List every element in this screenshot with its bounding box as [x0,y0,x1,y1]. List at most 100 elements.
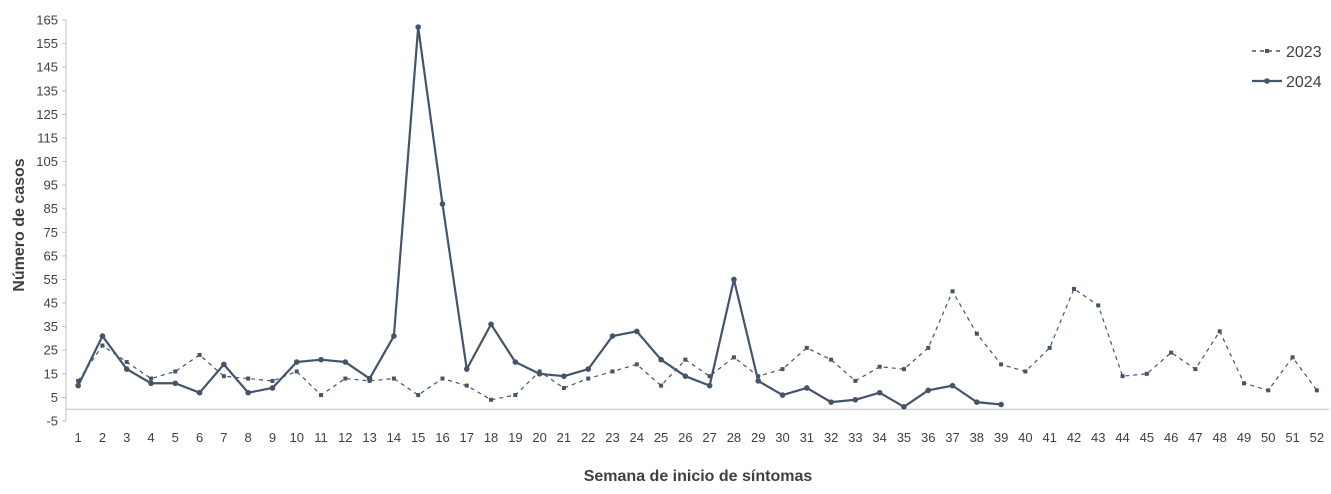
y-tick-label: 85 [44,201,58,216]
data-point-2024 [245,389,251,396]
data-point-2023 [197,352,202,357]
x-tick-label: 14 [387,430,401,445]
data-point-2023 [683,357,688,362]
data-point-2023 [610,369,615,374]
x-tick-label: 4 [147,430,154,445]
data-point-2024 [366,375,373,382]
x-tick-label: 6 [196,430,203,445]
x-tick-label: 41 [1042,430,1056,445]
x-tick-label: 25 [654,430,668,445]
x-tick-label: 5 [172,430,179,445]
x-tick-label: 43 [1091,430,1105,445]
x-tick-label: 11 [314,430,328,445]
data-point-2024 [439,201,446,207]
data-point-2023 [1266,388,1271,393]
data-point-2023 [173,369,178,374]
data-point-2024 [731,276,737,283]
x-tick-label: 13 [362,430,376,445]
x-tick-label: 49 [1237,430,1251,445]
x-tick-label: 12 [338,430,352,445]
y-tick-label: 125 [36,107,58,122]
data-point-2023 [1314,388,1319,393]
data-point-2023 [950,289,955,294]
x-tick-label: 17 [460,430,474,445]
y-tick-label: 105 [36,154,58,169]
data-point-2024 [318,356,324,363]
data-point-2023 [829,357,834,362]
data-point-2023 [100,343,105,348]
data-point-2024 [876,389,883,396]
data-point-2024 [536,371,543,377]
data-point-2024 [172,380,179,387]
data-point-2024 [75,382,81,389]
x-tick-label: 1 [75,430,82,445]
data-point-2023 [926,345,931,350]
data-point-2024 [488,321,494,328]
data-point-2023 [1047,345,1052,350]
data-point-2023 [1144,371,1149,376]
x-tick-label: 23 [605,430,619,445]
x-tick-label: 45 [1140,430,1154,445]
x-tick-label: 44 [1115,430,1129,445]
x-tick-label: 42 [1067,430,1081,445]
y-tick-label: 45 [44,296,58,311]
data-point-2024 [828,399,834,405]
data-point-2024 [463,366,470,372]
x-tick-label: 51 [1285,430,1299,445]
x-tick-label: 2 [99,430,106,445]
x-tick-label: 50 [1261,430,1275,445]
data-point-2023 [416,393,421,398]
data-point-2024 [148,380,154,387]
data-point-2023 [221,374,226,379]
x-tick-label: 35 [897,430,911,445]
data-point-2023 [1217,329,1222,334]
data-point-2024 [949,382,956,389]
x-tick-label: 32 [824,430,838,445]
data-point-2023 [853,378,858,383]
data-point-2023 [1241,381,1246,386]
x-tick-label: 26 [678,430,692,445]
data-point-2024 [342,359,349,365]
data-point-2024 [901,404,907,410]
x-tick-label: 7 [220,430,227,445]
data-point-2024 [803,385,810,391]
data-point-2023 [464,383,469,388]
data-point-2024 [682,373,689,379]
data-point-2023 [707,374,712,379]
y-tick-label: 65 [44,248,58,263]
y-tick-label: 55 [44,272,58,287]
data-point-2023 [561,385,566,390]
data-point-2023 [901,367,906,372]
data-point-2024 [196,389,203,396]
x-tick-label: 37 [945,430,959,445]
x-tick-label: 20 [532,430,546,445]
x-tick-label: 9 [269,430,276,445]
data-point-2023 [1169,350,1174,355]
y-tick-label: 155 [36,36,58,51]
data-point-2023 [780,367,785,372]
series-line-2023 [77,288,1318,401]
x-tick-label: 39 [994,430,1008,445]
x-tick-label: 40 [1018,430,1032,445]
x-tick-label: 52 [1310,430,1324,445]
data-point-2024 [561,373,567,379]
data-point-2024 [706,382,713,389]
data-point-2024 [925,387,932,394]
data-point-2023 [76,378,81,383]
x-tick-label: 16 [435,430,449,445]
x-tick-label: 22 [581,430,595,445]
data-point-2023 [1120,374,1125,379]
series-line-2024 [77,25,1002,408]
x-tick-label: 21 [557,430,571,445]
x-tick-label: 18 [484,430,498,445]
x-tick-label: 38 [970,430,984,445]
data-point-2023 [343,376,348,381]
x-tick-label: 8 [245,430,252,445]
data-point-2023 [804,345,809,350]
data-point-2024 [755,378,762,384]
x-tick-label: 29 [751,430,765,445]
data-point-2023 [731,355,736,360]
data-point-2024 [585,366,592,372]
legend-label-2023: 2023 [1286,44,1322,61]
x-tick-label: 3 [123,430,130,445]
